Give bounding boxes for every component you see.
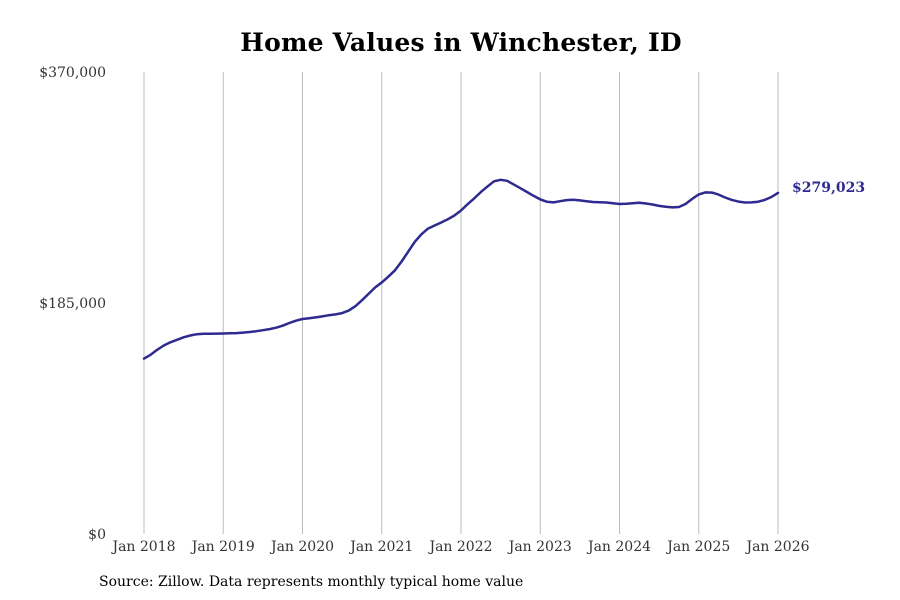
y-tick-label: $185,000	[39, 296, 106, 312]
x-tick-label: Jan 2020	[269, 539, 334, 555]
x-tick-label: Jan 2026	[744, 539, 809, 555]
y-axis-ticks: $0 $185,000 $370,000	[39, 65, 106, 543]
x-tick-label: Jan 2022	[427, 539, 492, 555]
series-layer	[142, 178, 780, 360]
chart-title: Home Values in Winchester, ID	[240, 28, 682, 57]
series-line	[142, 178, 780, 360]
end-value-label: $279,023	[792, 180, 865, 196]
x-tick-label: Jan 2025	[665, 539, 730, 555]
x-tick-label: Jan 2019	[190, 539, 255, 555]
x-axis-ticks: Jan 2018 Jan 2019 Jan 2020 Jan 2021 Jan 2022…	[110, 539, 809, 555]
x-tick-label: Jan 2021	[348, 539, 413, 555]
y-tick-label: $0	[88, 527, 106, 543]
source-note: Source: Zillow. Data represents monthly …	[99, 574, 524, 590]
x-tick-label: Jan 2023	[507, 539, 572, 555]
gridlines	[143, 72, 779, 534]
x-tick-label: Jan 2024	[586, 539, 651, 555]
y-tick-label: $370,000	[39, 65, 106, 81]
x-tick-label: Jan 2018	[110, 539, 175, 555]
label-layer: $279,023	[792, 180, 865, 196]
